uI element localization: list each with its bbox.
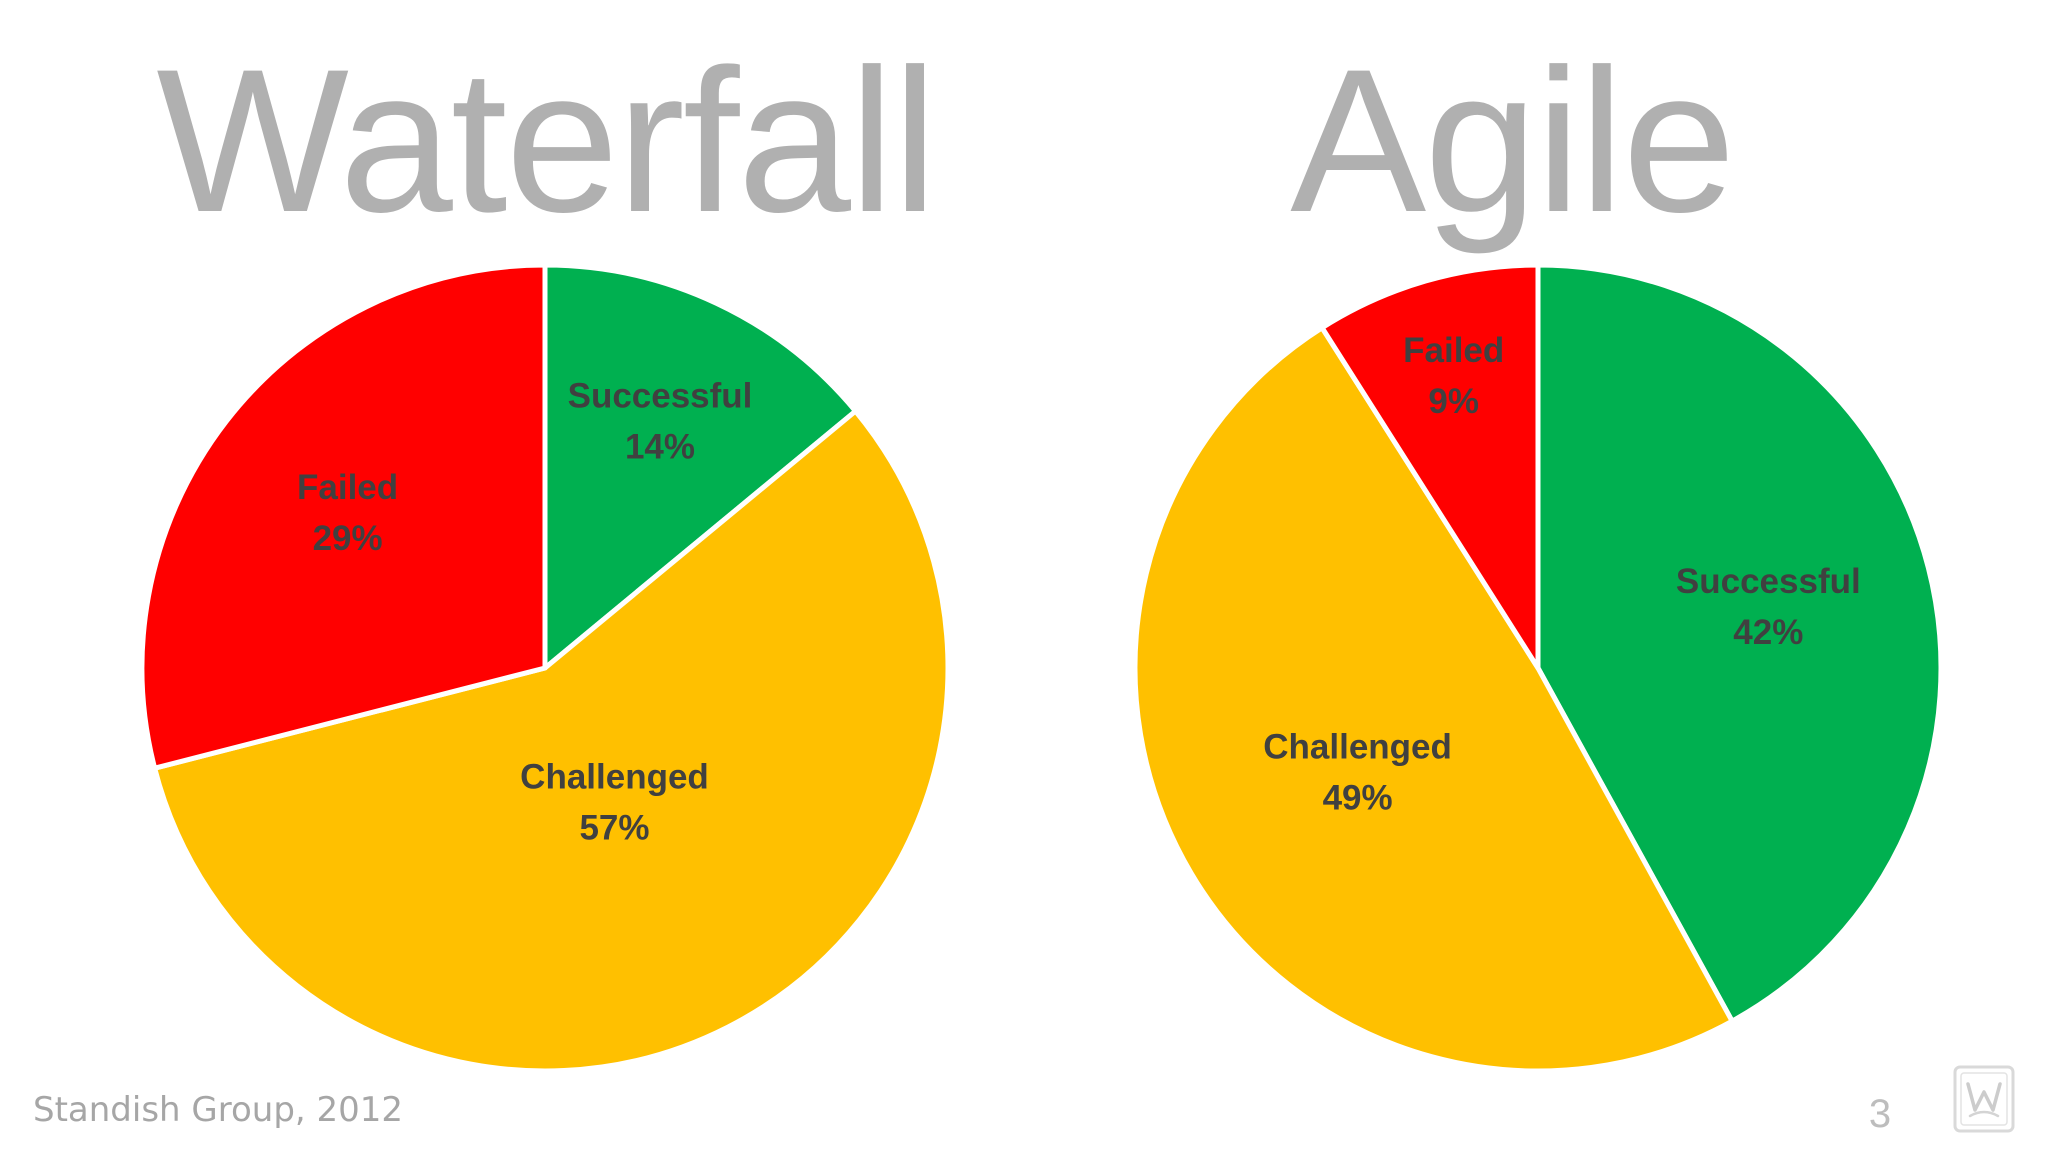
waterfall-label-challenged-name: Challenged — [520, 757, 709, 796]
waterfall-chart-title: Waterfall — [156, 27, 937, 255]
agile-label-failed: Failed 9% — [1403, 331, 1504, 421]
agile-slice-successful — [1535, 262, 1944, 1024]
agile-slice-failed — [1319, 262, 1541, 671]
waterfall-pie-chart: Successful 14% Challenged 57% Failed 29% — [139, 262, 951, 1074]
waterfall-label-failed-name: Failed — [297, 468, 398, 507]
agile-pie-chart: Successful 42% Challenged 49% Failed 9% — [1132, 262, 1944, 1074]
agile-label-successful-value: 42% — [1733, 613, 1803, 652]
logo-icon — [1953, 1065, 2015, 1133]
waterfall-slice-challenged — [152, 408, 951, 1074]
agile-label-challenged-name: Challenged — [1263, 728, 1452, 767]
waterfall-label-successful-value: 14% — [625, 428, 695, 467]
agile-label-failed-name: Failed — [1403, 331, 1504, 370]
page-number: 3 — [1868, 1092, 1892, 1136]
agile-label-challenged: Challenged 49% — [1263, 728, 1452, 818]
agile-label-successful: Successful 42% — [1676, 562, 1861, 652]
waterfall-label-failed-value: 29% — [313, 519, 383, 558]
agile-label-challenged-value: 49% — [1323, 779, 1393, 818]
waterfall-label-challenged: Challenged 57% — [520, 757, 709, 847]
agile-slice-challenged — [1132, 325, 1735, 1074]
waterfall-label-challenged-value: 57% — [579, 808, 649, 847]
waterfall-slice-failed — [139, 262, 548, 771]
waterfall-label-successful: Successful 14% — [568, 377, 753, 467]
agile-label-failed-value: 9% — [1428, 382, 1479, 421]
waterfall-label-successful-name: Successful — [568, 377, 753, 416]
waterfall-label-failed: Failed 29% — [297, 468, 398, 558]
agile-label-successful-name: Successful — [1676, 562, 1861, 601]
agile-chart-title: Agile — [1290, 27, 1736, 255]
waterfall-slice-successful — [542, 262, 859, 671]
source-citation: Standish Group, 2012 — [33, 1090, 404, 1130]
